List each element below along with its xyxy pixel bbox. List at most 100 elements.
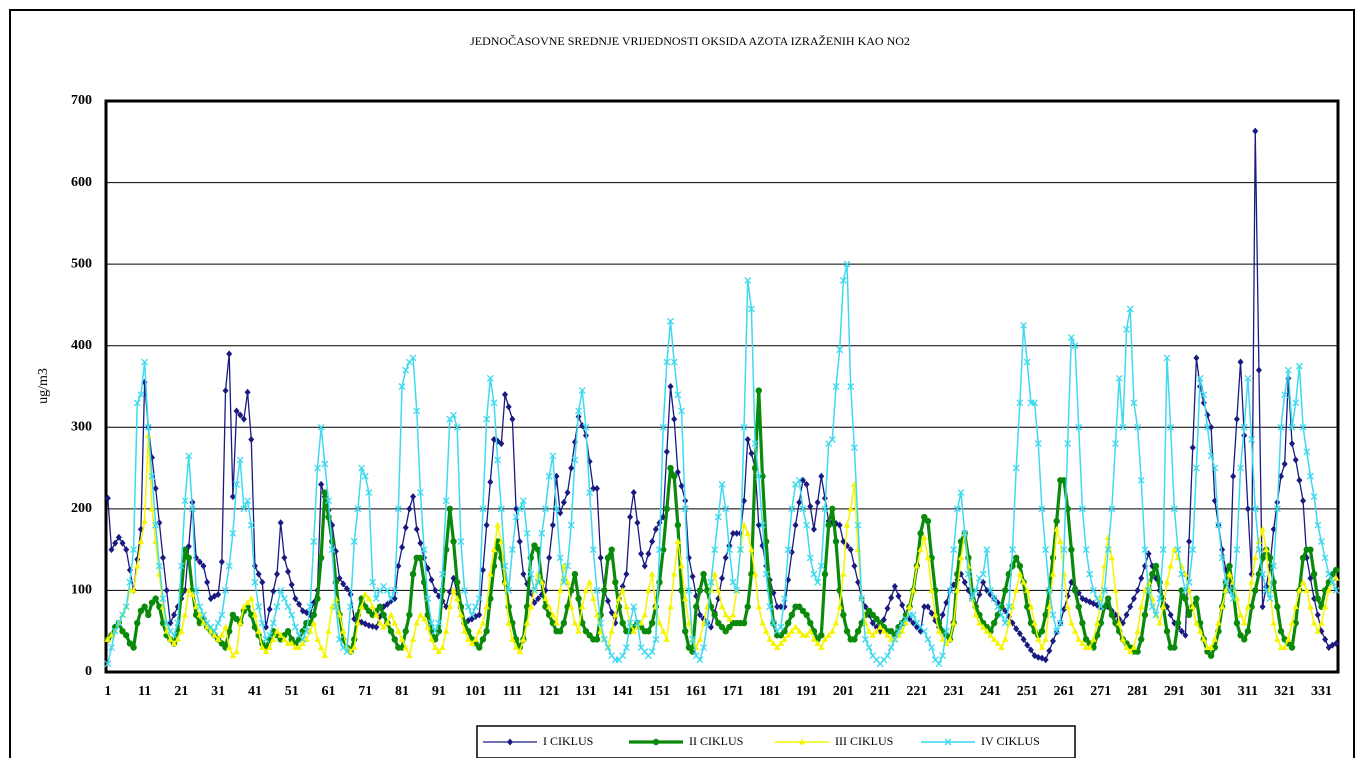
- legend-label: II CIKLUS: [689, 734, 743, 748]
- point: [796, 498, 803, 506]
- point: [255, 627, 262, 634]
- point: [280, 595, 288, 603]
- point: [1170, 505, 1178, 513]
- point: [1160, 603, 1167, 610]
- point: [494, 456, 502, 464]
- point: [667, 317, 674, 325]
- point: [1013, 554, 1020, 561]
- point: [1156, 595, 1164, 603]
- point: [285, 568, 292, 576]
- point: [229, 652, 237, 659]
- point: [1123, 611, 1130, 619]
- point: [1196, 627, 1204, 634]
- point: [1093, 595, 1101, 603]
- point: [535, 595, 542, 603]
- point: [527, 570, 535, 578]
- point: [185, 554, 192, 561]
- point: [1090, 635, 1097, 642]
- point: [693, 603, 700, 610]
- point: [1317, 538, 1325, 545]
- point: [1192, 464, 1200, 472]
- point: [226, 350, 233, 358]
- point: [446, 603, 454, 610]
- point: [428, 619, 435, 627]
- point: [1237, 632, 1244, 639]
- point: [880, 627, 888, 634]
- point: [317, 554, 325, 561]
- point: [274, 570, 281, 578]
- x-tick-label: 171: [723, 684, 744, 699]
- point: [839, 276, 847, 284]
- point: [1178, 570, 1186, 578]
- point: [1127, 648, 1134, 655]
- point: [884, 631, 891, 638]
- point: [1013, 586, 1020, 593]
- point: [832, 538, 840, 545]
- point: [696, 656, 704, 664]
- point: [627, 513, 634, 521]
- x-tick-label: 111: [503, 684, 522, 699]
- point: [373, 611, 380, 618]
- point: [325, 627, 332, 634]
- point: [380, 623, 387, 630]
- point: [328, 603, 336, 610]
- point: [638, 550, 645, 558]
- point: [450, 411, 457, 419]
- point: [939, 611, 946, 619]
- point: [1024, 641, 1031, 649]
- point: [1296, 586, 1303, 593]
- point: [196, 558, 203, 566]
- point: [1071, 342, 1079, 350]
- point: [126, 640, 134, 647]
- point: [1009, 562, 1016, 570]
- point: [137, 391, 145, 399]
- point: [796, 603, 803, 610]
- point: [604, 597, 611, 605]
- point: [468, 611, 476, 619]
- point: [1240, 423, 1248, 431]
- point: [402, 644, 409, 651]
- point: [1042, 656, 1049, 664]
- point: [656, 546, 663, 554]
- point: [442, 627, 450, 634]
- point: [781, 635, 788, 642]
- point: [122, 603, 130, 611]
- point: [652, 525, 659, 533]
- point: [479, 566, 486, 574]
- point: [972, 611, 979, 618]
- point: [601, 587, 608, 594]
- point: [865, 627, 873, 634]
- y-tick-label: 100: [71, 583, 92, 598]
- point: [1079, 619, 1086, 627]
- point: [343, 648, 351, 656]
- point: [722, 505, 730, 513]
- point: [807, 502, 814, 510]
- point: [821, 570, 829, 578]
- point: [788, 548, 795, 556]
- point: [306, 627, 314, 634]
- point: [479, 619, 487, 626]
- point: [1012, 464, 1020, 472]
- x-tick-label: 81: [395, 684, 409, 699]
- point: [417, 554, 424, 561]
- point: [248, 436, 255, 444]
- point: [619, 619, 626, 627]
- point: [549, 611, 557, 618]
- x-tick-label: 131: [575, 684, 596, 699]
- point: [854, 628, 862, 635]
- point: [251, 611, 259, 618]
- y-axis-label: ug/m3: [36, 368, 51, 404]
- point: [725, 546, 733, 554]
- point: [417, 611, 424, 618]
- point: [340, 627, 347, 634]
- point: [1189, 444, 1196, 452]
- point: [792, 521, 799, 529]
- point: [325, 497, 332, 505]
- point: [299, 639, 306, 646]
- point: [527, 603, 534, 610]
- point: [292, 595, 299, 603]
- point: [133, 399, 141, 407]
- point: [340, 580, 347, 588]
- point: [740, 423, 748, 431]
- point: [475, 595, 483, 603]
